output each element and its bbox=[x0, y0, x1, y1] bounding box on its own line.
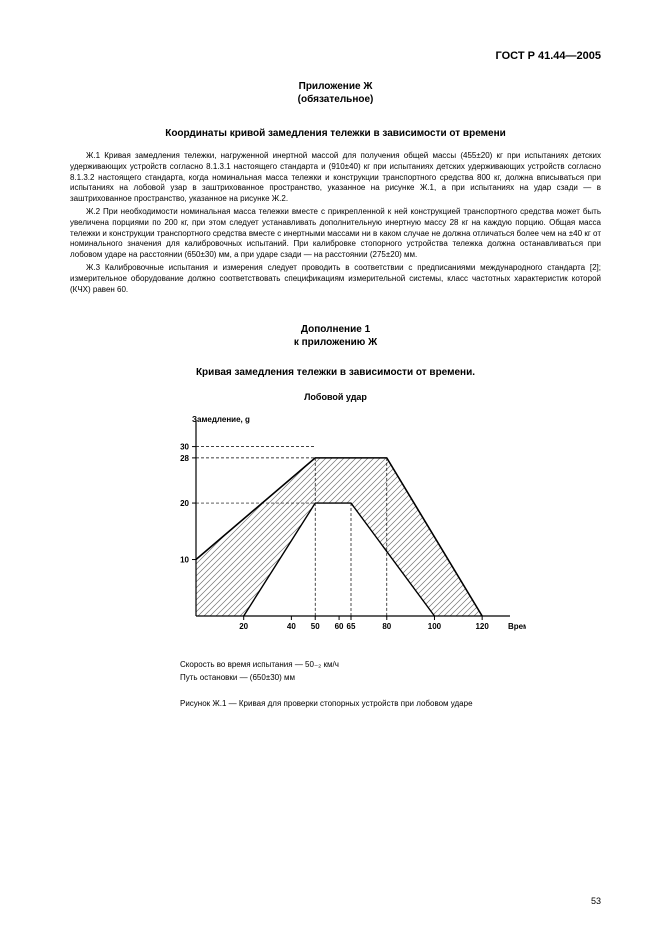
svg-text:10: 10 bbox=[180, 556, 189, 565]
svg-text:80: 80 bbox=[382, 622, 391, 631]
document-id: ГОСТ Р 41.44—2005 bbox=[70, 50, 601, 62]
svg-text:50: 50 bbox=[310, 622, 319, 631]
addendum-header: Дополнение 1 к приложению Ж bbox=[70, 323, 601, 349]
page: ГОСТ Р 41.44—2005 Приложение Ж (обязател… bbox=[0, 0, 661, 936]
paragraph-1: Ж.1 Кривая замедления тележки, нагруженн… bbox=[70, 151, 601, 205]
paragraph-3-text: Ж.3 Калибровочные испытания и измерения … bbox=[70, 263, 601, 294]
svg-text:60: 60 bbox=[334, 622, 343, 631]
svg-text:30: 30 bbox=[180, 443, 189, 452]
subtitle: Кривая замедления тележки в зависимости … bbox=[70, 367, 601, 378]
svg-text:120: 120 bbox=[475, 622, 489, 631]
chart-top-caption: Лобовой удар bbox=[70, 392, 601, 402]
paragraph-2: Ж.2 При необходимости номинальная масса … bbox=[70, 207, 601, 261]
section-title: Координаты кривой замедления тележки в з… bbox=[70, 128, 601, 139]
svg-text:20: 20 bbox=[180, 499, 189, 508]
svg-text:Замедление, g: Замедление, g bbox=[192, 415, 250, 424]
deceleration-chart: 10 20 28 30 20 40 50 6065 80 100 120 Замедление, g В… bbox=[146, 410, 526, 640]
paragraph-1-text: Ж.1 Кривая замедления тележки, нагруженн… bbox=[70, 151, 601, 203]
appendix-note: (обязательное) bbox=[70, 93, 601, 106]
appendix-header: Приложение Ж (обязательное) bbox=[70, 80, 601, 106]
page-number: 53 bbox=[591, 896, 601, 906]
svg-text:Время, мс: Время, мс bbox=[508, 622, 526, 631]
below-chart-notes: Скорость во время испытания — 50₋₂ км/ч … bbox=[180, 659, 601, 685]
distance-note: Путь остановки — (650±30) мм bbox=[180, 672, 601, 685]
svg-text:20: 20 bbox=[239, 622, 248, 631]
addendum-to: к приложению Ж bbox=[70, 336, 601, 349]
svg-text:28: 28 bbox=[180, 454, 189, 463]
svg-text:100: 100 bbox=[427, 622, 441, 631]
speed-note: Скорость во время испытания — 50₋₂ км/ч bbox=[180, 659, 601, 672]
svg-text:65: 65 bbox=[346, 622, 355, 631]
figure-caption: Рисунок Ж.1 — Кривая для проверки стопор… bbox=[180, 699, 601, 708]
addendum-label: Дополнение 1 bbox=[70, 323, 601, 336]
svg-text:40: 40 bbox=[286, 622, 295, 631]
paragraph-2-text: Ж.2 При необходимости номинальная масса … bbox=[70, 207, 601, 259]
paragraph-3: Ж.3 Калибровочные испытания и измерения … bbox=[70, 263, 601, 295]
chart-container: 10 20 28 30 20 40 50 6065 80 100 120 Замедление, g В… bbox=[146, 410, 526, 645]
appendix-label: Приложение Ж bbox=[70, 80, 601, 93]
